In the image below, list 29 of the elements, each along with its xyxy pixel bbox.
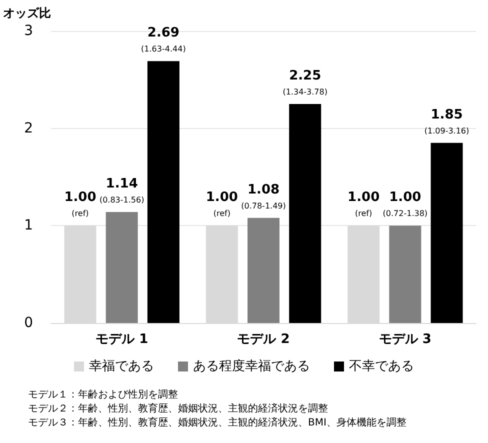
y-tick-label: 0 [24,315,33,331]
text: モデル３：年齢、性別、教育歴、婚姻状況、主観的経済状況、BMI、身体機能を調整 [28,416,406,428]
text: モデル２：年齢、性別、教育歴、婚姻状況、主観的経済状況を調整 [28,402,328,414]
data-label: 1.00 (ref) [64,190,96,218]
y-tick-label: 1 [24,218,33,234]
data-label: 1.00 (ref) [206,190,238,218]
legend-label: ある程度幸福である [193,358,310,374]
x-tick-label: モデル 1 [96,332,148,347]
bar [248,218,280,323]
bar [430,142,463,323]
bar [289,104,322,323]
data-label: 2.69 (1.63-4.44) [141,26,186,54]
data-label: 1.14 (0.83-1.56) [99,176,144,205]
x-tick-label: モデル 3 [378,332,432,347]
bar [389,226,422,323]
data-label: 1.00 (0.72-1.38) [382,190,428,218]
data-label: 2.25 (1.34-3.78) [282,68,328,96]
x-tick-label: モデル 2 [237,332,290,347]
legend-label: 不幸である [349,359,414,374]
legend-label: 幸福である [89,359,154,374]
y-axis-title: オッズ比 [3,6,51,20]
text: モデル１：年齢および性別を調整 [28,388,178,400]
data-label: 1.00 (ref) [348,190,380,218]
bar [106,212,138,323]
y-tick-label: 3 [24,23,33,39]
data-label: 1.08 (0.78-1.49) [241,182,286,210]
bar [147,61,180,323]
y-tick-label: 2 [24,120,33,136]
data-label: 1.85 (1.09-3.16) [424,107,470,136]
